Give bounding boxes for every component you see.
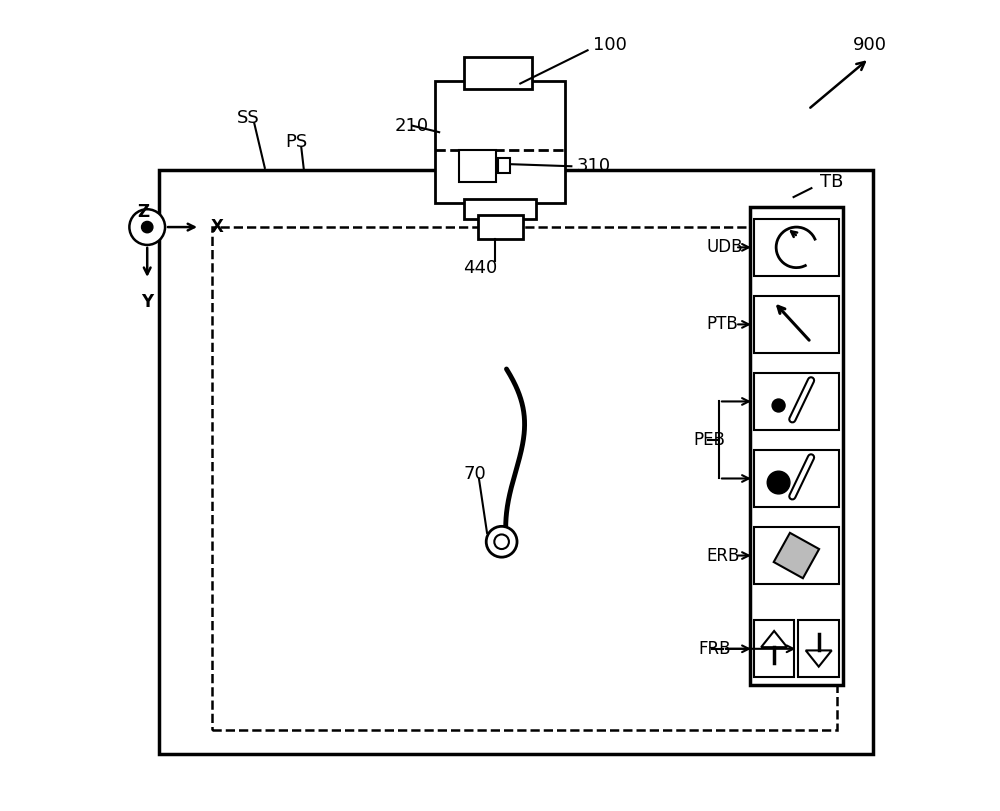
Circle shape (767, 471, 790, 494)
Circle shape (142, 221, 153, 233)
Bar (478, 215, 523, 239)
Bar (159, 170, 873, 754)
Circle shape (772, 399, 785, 412)
Bar (754, 373, 839, 430)
Bar (754, 450, 839, 507)
Text: PEB: PEB (693, 431, 725, 449)
Text: FRB: FRB (699, 640, 731, 658)
Text: TB: TB (820, 174, 844, 191)
Text: Z: Z (137, 203, 149, 221)
Text: 440: 440 (464, 259, 498, 277)
Text: UDB: UDB (707, 238, 743, 256)
Bar (459, 150, 496, 182)
Circle shape (129, 209, 165, 245)
Text: X: X (210, 218, 223, 236)
Text: ERB: ERB (707, 547, 740, 564)
Bar (464, 57, 532, 89)
Text: PS: PS (285, 133, 307, 151)
Bar (754, 296, 839, 353)
Text: PTB: PTB (707, 315, 739, 333)
Bar (212, 227, 837, 730)
Circle shape (494, 534, 509, 549)
Bar (798, 620, 839, 677)
Text: 900: 900 (853, 36, 887, 54)
Text: 100: 100 (593, 36, 627, 54)
Text: Y: Y (141, 293, 153, 311)
Text: 70: 70 (464, 466, 486, 483)
Bar (498, 158, 510, 173)
Bar (750, 207, 843, 685)
Polygon shape (761, 631, 787, 647)
Bar (754, 219, 839, 276)
Bar (754, 527, 839, 584)
Polygon shape (774, 533, 819, 578)
Text: SS: SS (236, 109, 259, 127)
Circle shape (486, 526, 517, 557)
Text: 210: 210 (395, 117, 429, 135)
Text: 310: 310 (577, 157, 611, 175)
Bar (435, 81, 565, 203)
Bar (754, 620, 794, 677)
Polygon shape (806, 650, 832, 667)
Bar (464, 199, 536, 219)
